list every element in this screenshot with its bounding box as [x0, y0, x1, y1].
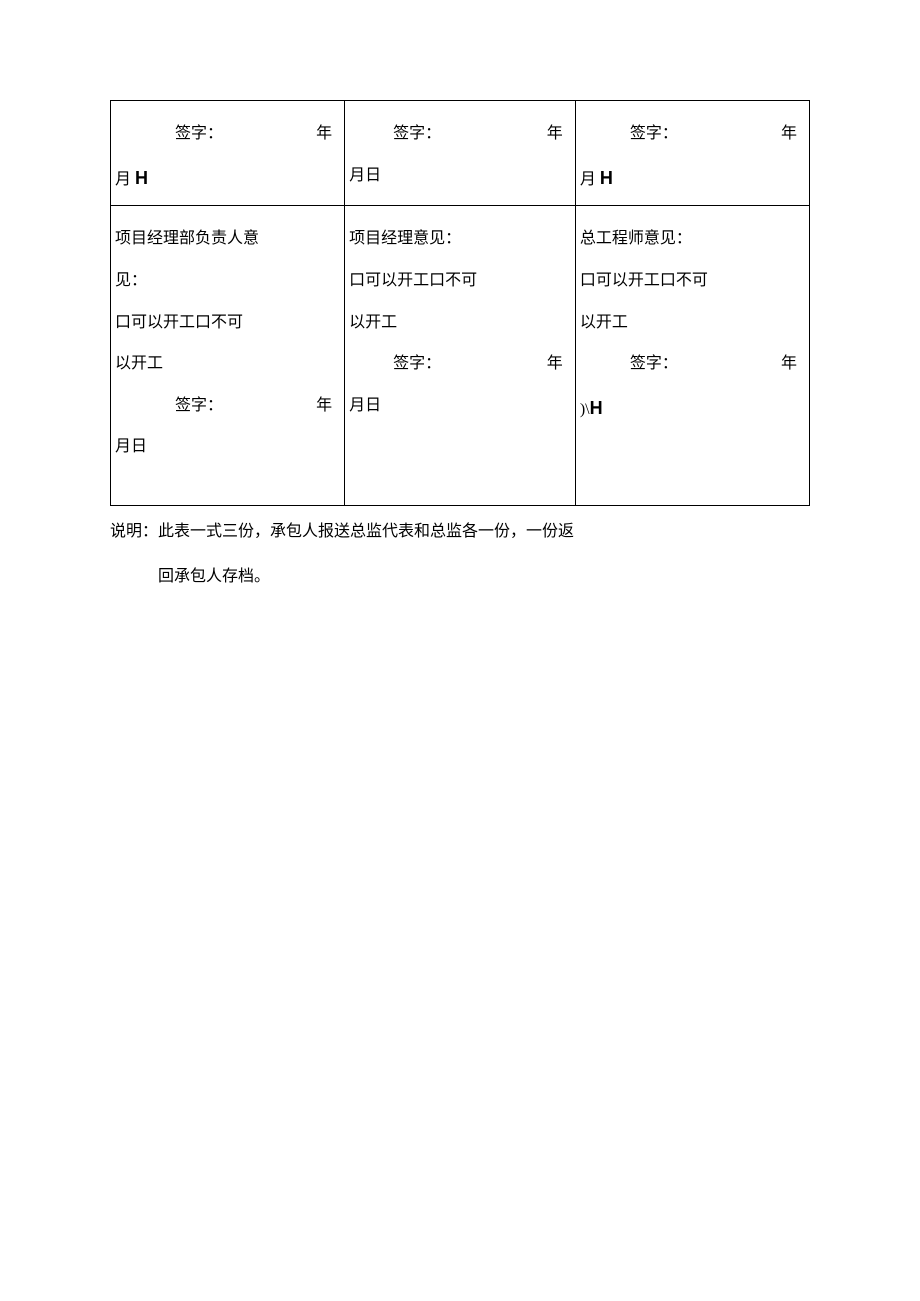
cell-r2-c2: 项目经理意见： 口可以开工口不可 以开工 签字： 年 月日 — [345, 206, 576, 506]
note-line2: 回承包人存档。 — [110, 555, 810, 600]
month-label: 月 — [115, 171, 131, 188]
opinion-row: 项目经理部负责人意 见： 口可以开工口不可 以开工 签字： 年 月日 项目经理意… — [111, 206, 810, 506]
month-day-label: 月日 — [115, 426, 340, 468]
checkbox-line2: 以开工 — [115, 343, 340, 385]
opinion-title: 项目经理意见： — [349, 218, 571, 260]
cell-r2-c3: 总工程师意见： 口可以开工口不可 以开工 签字： 年 )\H — [575, 206, 809, 506]
sign-label: 签字： — [175, 385, 227, 427]
year-label: 年 — [547, 343, 563, 385]
opinion-title-line2: 见： — [115, 260, 340, 302]
signature-row-1: 签字： 年 月 H 签字： 年 月日 签 — [111, 101, 810, 206]
month-day-label: 月日 — [349, 385, 571, 427]
checkbox-line2: 以开工 — [349, 302, 571, 344]
cell-r1-c2: 签字： 年 月日 — [345, 101, 576, 206]
checkbox-line1: 口可以开工口不可 — [349, 260, 571, 302]
sign-label: 签字： — [175, 113, 227, 155]
sign-label: 签字： — [393, 343, 445, 385]
approval-table: 签字： 年 月 H 签字： 年 月日 签 — [110, 100, 810, 506]
sign-label: 签字： — [630, 343, 682, 385]
cell-r1-c1: 签字： 年 月 H — [111, 101, 345, 206]
month-day-label: )\ — [580, 401, 590, 418]
year-label: 年 — [316, 385, 332, 427]
year-label: 年 — [316, 113, 332, 155]
checkbox-line2: 以开工 — [580, 302, 805, 344]
cell-r2-c1: 项目经理部负责人意 见： 口可以开工口不可 以开工 签字： 年 月日 — [111, 206, 345, 506]
day-label: H — [135, 168, 148, 188]
opinion-title-line1: 项目经理部负责人意 — [115, 218, 340, 260]
day-h: H — [590, 398, 603, 418]
checkbox-line1: 口可以开工口不可 — [115, 302, 340, 344]
month-label: 月 — [580, 171, 596, 188]
checkbox-line1: 口可以开工口不可 — [580, 260, 805, 302]
sign-label: 签字： — [630, 113, 682, 155]
year-label: 年 — [781, 343, 797, 385]
month-day-label: 月日 — [349, 167, 381, 184]
year-label: 年 — [781, 113, 797, 155]
year-label: 年 — [547, 113, 563, 155]
cell-r1-c3: 签字： 年 月 H — [575, 101, 809, 206]
opinion-title: 总工程师意见： — [580, 218, 805, 260]
sign-label: 签字： — [393, 113, 445, 155]
note-section: 说明：此表一式三份，承包人报送总监代表和总监各一份，一份返 回承包人存档。 — [110, 510, 810, 600]
note-line1: 说明：此表一式三份，承包人报送总监代表和总监各一份，一份返 — [110, 510, 810, 555]
day-label: H — [600, 168, 613, 188]
